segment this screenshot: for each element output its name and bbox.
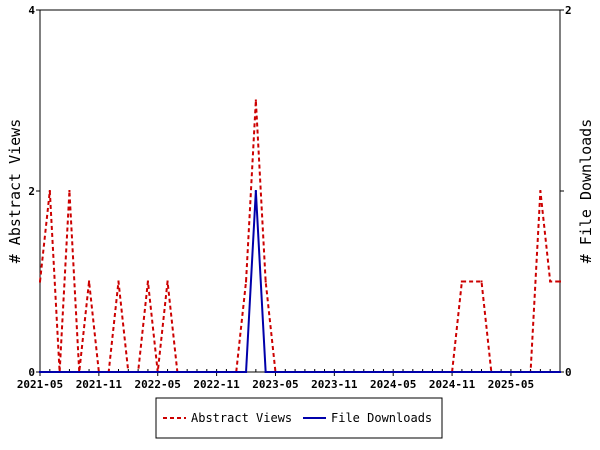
data-point <box>137 371 140 373</box>
data-point <box>451 371 454 373</box>
legend-label: File Downloads <box>331 411 432 425</box>
x-tick-label: 2024-11 <box>429 378 476 391</box>
data-point <box>78 371 81 373</box>
y-right-tick-label: 2 <box>565 4 572 17</box>
data-point <box>559 371 561 373</box>
x-tick-label: 2023-11 <box>311 378 358 391</box>
data-point <box>539 371 542 373</box>
data-point <box>352 371 355 373</box>
data-point <box>117 371 120 373</box>
series-line-file-downloads <box>40 190 560 373</box>
data-point <box>382 371 385 373</box>
y-axis-left-title: # Abstract Views <box>6 119 24 264</box>
data-point <box>362 371 365 373</box>
data-point <box>460 280 463 283</box>
data-point <box>529 371 532 373</box>
data-point <box>88 371 91 373</box>
data-point <box>97 371 100 373</box>
data-point <box>68 190 71 192</box>
data-point <box>460 371 463 373</box>
data-point <box>156 371 159 373</box>
data-point <box>195 371 198 373</box>
data-point <box>294 371 297 373</box>
data-point <box>372 371 375 373</box>
y-left-tick-label: 0 <box>28 366 35 379</box>
data-point <box>333 371 336 373</box>
data-point <box>264 371 267 373</box>
data-point <box>274 371 277 373</box>
data-point <box>127 371 130 373</box>
y-left-tick-label: 2 <box>28 185 35 198</box>
data-point <box>48 190 51 192</box>
data-point <box>303 371 306 373</box>
x-tick-label: 2025-05 <box>488 378 534 391</box>
data-point <box>539 190 542 192</box>
data-point <box>186 371 189 373</box>
data-point <box>500 371 503 373</box>
data-point <box>343 371 346 373</box>
x-tick-label: 2023-05 <box>252 378 298 391</box>
data-point <box>245 371 248 373</box>
y-right-tick-label: 0 <box>565 366 572 379</box>
data-point <box>205 371 208 373</box>
data-point <box>264 280 267 283</box>
data-point <box>470 280 473 283</box>
data-point <box>146 371 149 373</box>
x-tick-label: 2022-05 <box>135 378 181 391</box>
x-tick-label: 2022-11 <box>193 378 240 391</box>
data-point <box>58 371 61 373</box>
data-point <box>245 280 248 283</box>
data-point <box>519 371 522 373</box>
data-point <box>235 371 238 373</box>
data-point <box>146 280 149 283</box>
data-point <box>411 371 414 373</box>
data-point <box>549 371 552 373</box>
data-point <box>402 371 405 373</box>
data-point <box>39 371 41 373</box>
data-point <box>392 371 395 373</box>
data-point <box>480 371 483 373</box>
data-point <box>107 371 110 373</box>
x-tick-label: 2021-05 <box>17 378 63 391</box>
data-point <box>166 371 169 373</box>
x-tick-label: 2024-05 <box>370 378 416 391</box>
x-tick-label: 2021-11 <box>76 378 123 391</box>
data-point <box>480 280 483 283</box>
data-point <box>254 190 257 192</box>
plot-area <box>39 9 561 373</box>
data-point <box>559 280 561 283</box>
y-axis-right-title: # File Downloads <box>577 119 595 264</box>
data-point <box>421 371 424 373</box>
data-point <box>176 371 179 373</box>
data-point <box>117 280 120 283</box>
data-point <box>48 371 51 373</box>
data-point <box>313 371 316 373</box>
legend-box <box>155 397 443 439</box>
data-point <box>68 371 71 373</box>
data-point <box>470 371 473 373</box>
data-point <box>215 371 218 373</box>
data-point <box>490 371 493 373</box>
data-point <box>39 280 41 283</box>
data-point <box>166 280 169 283</box>
data-point <box>225 371 228 373</box>
y-left-tick-label: 4 <box>28 4 35 17</box>
legend-label: Abstract Views <box>191 411 292 425</box>
data-point <box>254 99 257 102</box>
data-point <box>323 371 326 373</box>
data-point <box>441 371 444 373</box>
data-point <box>509 371 512 373</box>
data-point <box>284 371 287 373</box>
data-point <box>549 280 552 283</box>
data-point <box>431 371 434 373</box>
data-point <box>88 280 91 283</box>
